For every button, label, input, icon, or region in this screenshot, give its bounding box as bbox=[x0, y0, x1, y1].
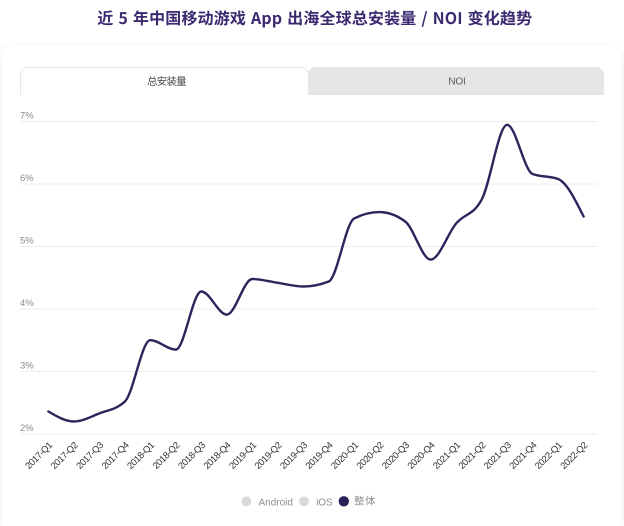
svg-text:2019-Q2: 2019-Q2 bbox=[252, 439, 284, 471]
svg-text:2%: 2% bbox=[20, 423, 34, 434]
svg-text:2019-Q4: 2019-Q4 bbox=[303, 439, 335, 471]
svg-text:7%: 7% bbox=[20, 110, 34, 121]
svg-text:Android: Android bbox=[259, 497, 293, 508]
svg-text:3%: 3% bbox=[20, 360, 34, 371]
svg-text:2019-Q3: 2019-Q3 bbox=[278, 439, 310, 471]
svg-text:2022-Q1: 2022-Q1 bbox=[532, 439, 564, 471]
svg-text:4%: 4% bbox=[20, 298, 34, 309]
svg-text:2020-Q4: 2020-Q4 bbox=[405, 439, 437, 471]
svg-text:2022-Q2: 2022-Q2 bbox=[558, 439, 590, 471]
svg-text:2021-Q4: 2021-Q4 bbox=[507, 439, 539, 471]
svg-text:2020-Q3: 2020-Q3 bbox=[379, 439, 411, 471]
svg-text:2021-Q1: 2021-Q1 bbox=[430, 439, 462, 471]
svg-text:2018-Q2: 2018-Q2 bbox=[150, 439, 182, 471]
svg-text:2018-Q4: 2018-Q4 bbox=[201, 439, 233, 471]
svg-text:2017-Q2: 2017-Q2 bbox=[48, 439, 80, 471]
svg-text:2020-Q1: 2020-Q1 bbox=[328, 439, 360, 471]
svg-text:2017-Q4: 2017-Q4 bbox=[99, 439, 131, 471]
svg-text:5%: 5% bbox=[20, 235, 34, 246]
svg-text:2018-Q3: 2018-Q3 bbox=[176, 439, 208, 471]
svg-text:2021-Q2: 2021-Q2 bbox=[456, 439, 488, 471]
svg-text:6%: 6% bbox=[20, 173, 34, 184]
svg-text:iOS: iOS bbox=[316, 497, 333, 508]
svg-text:2020-Q2: 2020-Q2 bbox=[354, 439, 386, 471]
svg-text:2021-Q3: 2021-Q3 bbox=[481, 439, 513, 471]
svg-text:NOI: NOI bbox=[448, 77, 465, 88]
svg-text:2019-Q1: 2019-Q1 bbox=[227, 439, 259, 471]
svg-text:2017-Q1: 2017-Q1 bbox=[23, 439, 55, 471]
svg-text:2018-Q1: 2018-Q1 bbox=[125, 439, 157, 471]
svg-text:2017-Q3: 2017-Q3 bbox=[74, 439, 106, 471]
